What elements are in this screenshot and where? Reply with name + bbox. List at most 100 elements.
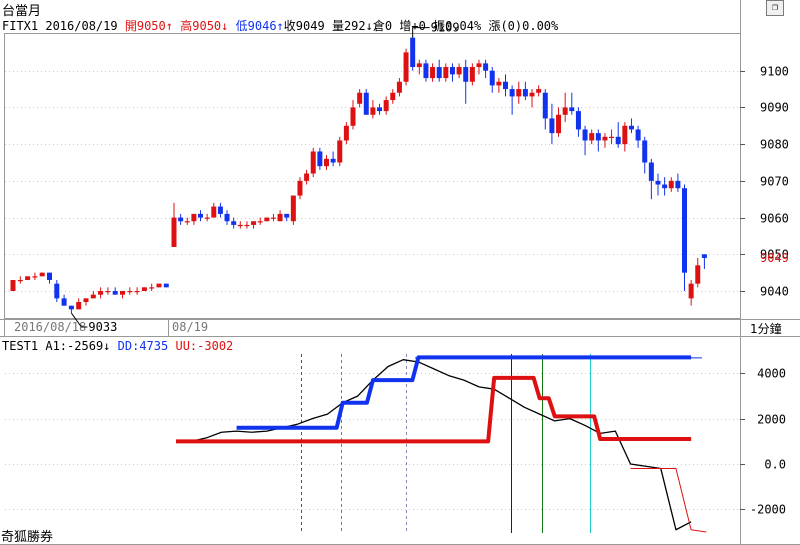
candle: [277, 210, 283, 222]
candle-body: [522, 89, 528, 97]
candle-body: [310, 151, 316, 174]
volume-arrow-icon: ↓: [365, 19, 373, 33]
candle-body: [25, 276, 31, 280]
candle-body: [483, 63, 489, 71]
high-label: 高: [180, 19, 193, 33]
candle-body: [456, 67, 462, 75]
candle: [211, 202, 217, 218]
candle: [217, 202, 223, 218]
candle-body: [134, 291, 140, 293]
candle: [615, 122, 621, 148]
candle-body: [602, 136, 608, 141]
time-label-left: 2016/08/18: [14, 320, 87, 334]
price-tick-label: 9080: [760, 138, 789, 152]
indicator-tick-label: 0.0: [764, 458, 786, 472]
candle: [556, 107, 562, 137]
candle-body: [609, 136, 615, 138]
candle: [98, 287, 104, 299]
candle: [141, 287, 147, 291]
candle: [264, 217, 270, 222]
candle-body: [443, 67, 449, 79]
interval-label[interactable]: 1分鐘: [750, 322, 782, 336]
candle-body: [163, 283, 169, 288]
candle-body: [284, 213, 290, 218]
candle-body: [191, 213, 197, 222]
candle: [403, 48, 409, 86]
candle: [204, 213, 210, 222]
price-tick-label: 9070: [760, 175, 789, 189]
candle-body: [257, 221, 263, 223]
candle: [668, 177, 674, 192]
candle: [337, 136, 343, 167]
candle-body: [323, 158, 329, 167]
candle: [112, 287, 118, 295]
candle: [231, 217, 237, 229]
candle: [244, 221, 250, 229]
candle-body: [648, 162, 654, 181]
candle: [456, 63, 462, 79]
candle-body: [178, 217, 184, 222]
candle-body: [184, 221, 190, 223]
indicator-tick-label: -2000: [750, 503, 786, 517]
low-label: 低: [235, 19, 248, 33]
quote-info-bar: FITX1 2016/08/19 開9050↑ 高9050↓ 低9046↑收90…: [2, 17, 558, 34]
candle: [443, 63, 449, 82]
candle-body: [589, 133, 595, 141]
candle-body: [224, 213, 230, 222]
high-value: 9050: [192, 19, 222, 33]
candle: [628, 118, 634, 134]
candle: [655, 173, 661, 196]
candle-body: [562, 107, 568, 115]
candle: [396, 78, 402, 97]
high-annotation: 9109: [431, 21, 460, 35]
candle: [582, 125, 588, 156]
candle-body: [171, 217, 177, 247]
candle: [317, 147, 323, 170]
candle-body: [516, 89, 522, 97]
candle: [171, 202, 177, 247]
candle-body: [622, 125, 628, 145]
candle-body: [156, 283, 162, 288]
candle: [47, 272, 52, 284]
price-tick-label: 9060: [760, 212, 789, 226]
candle: [310, 147, 316, 178]
candle-body: [237, 224, 243, 227]
candle-body: [251, 221, 257, 225]
candle-body: [430, 67, 436, 79]
a1-label: A1:: [45, 339, 68, 353]
oi-value: 0: [384, 19, 393, 33]
candle: [695, 257, 701, 288]
candle: [68, 305, 74, 314]
candle: [251, 221, 257, 229]
candle-body: [469, 67, 475, 82]
candle-body: [204, 217, 210, 219]
open-arrow-icon: ↑: [165, 19, 173, 33]
dd-value: 4735: [139, 339, 169, 353]
candle-body: [615, 136, 621, 145]
close-value: 9049: [295, 19, 325, 33]
candle: [562, 92, 568, 123]
candle: [323, 155, 329, 170]
candle-body: [449, 67, 455, 75]
window-restore-icon[interactable]: ❐: [766, 0, 784, 16]
symbol: FITX1: [2, 19, 39, 33]
candle: [536, 85, 542, 97]
candle: [290, 195, 296, 225]
candle: [178, 213, 184, 225]
candle: [516, 81, 522, 104]
candle: [549, 103, 555, 145]
candle: [675, 173, 681, 192]
candle-body: [90, 294, 96, 299]
candle: [410, 37, 416, 71]
candle-body: [330, 158, 336, 163]
candle-body: [662, 184, 668, 189]
candle: [688, 279, 694, 306]
candle: [476, 59, 482, 75]
candle-body: [496, 81, 502, 86]
uu-label: UU:: [175, 339, 198, 353]
candle-body: [655, 180, 661, 185]
candle-body: [105, 291, 111, 293]
candle: [449, 63, 455, 82]
candle-body: [416, 63, 422, 68]
